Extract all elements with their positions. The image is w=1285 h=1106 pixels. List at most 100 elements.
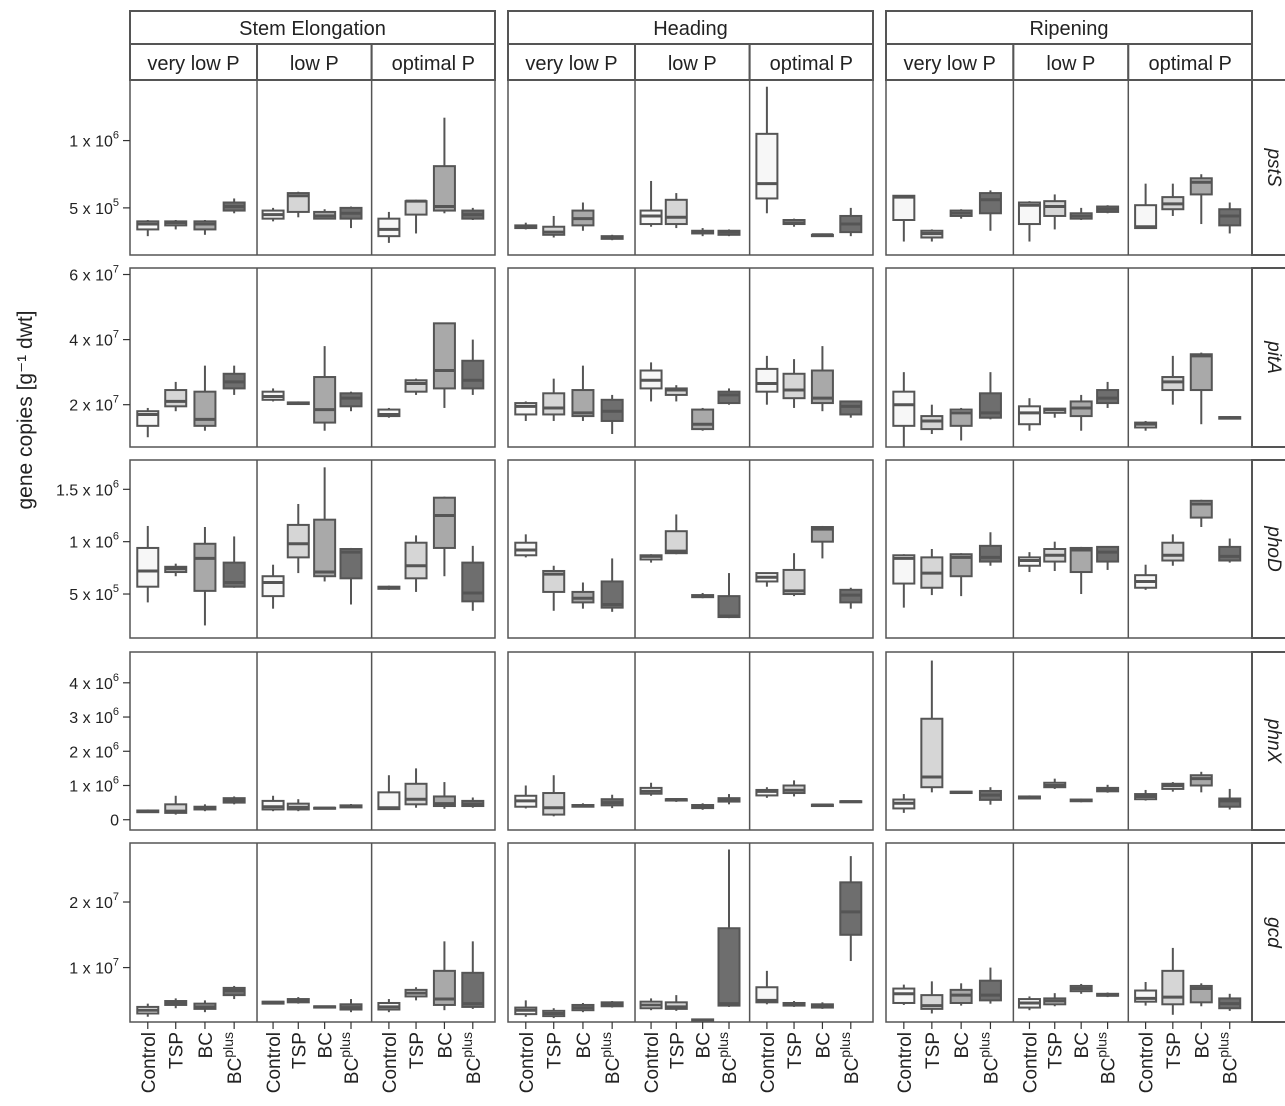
box-body bbox=[892, 554, 916, 585]
box-body bbox=[461, 561, 485, 603]
x-tick-label: Control bbox=[895, 1032, 916, 1093]
box-gcd-3 bbox=[978, 967, 1002, 1004]
box-pstS-3 bbox=[978, 190, 1002, 231]
box-body bbox=[717, 927, 741, 1007]
y-tick-label: 1.5 x 106 bbox=[56, 478, 119, 499]
x-tick-label: BC bbox=[1072, 1032, 1093, 1058]
box-phoD-3 bbox=[222, 536, 246, 588]
box-pstS-3 bbox=[1096, 205, 1120, 214]
box-pstS-1 bbox=[782, 218, 806, 227]
box-body bbox=[755, 132, 779, 200]
box-gcd-1 bbox=[1161, 947, 1185, 1015]
box-body bbox=[286, 523, 310, 559]
box-phoD-0 bbox=[755, 572, 779, 587]
box-body bbox=[164, 389, 188, 408]
stage-strip bbox=[129, 10, 496, 45]
box-phnX-0 bbox=[1134, 789, 1158, 801]
box-pstS-2 bbox=[810, 233, 834, 238]
box-gcd-1 bbox=[286, 997, 310, 1004]
x-tick-label: TSP bbox=[167, 1032, 188, 1069]
box-pitA-1 bbox=[1161, 355, 1185, 405]
box-phnX-3 bbox=[461, 797, 485, 808]
gene-label: phoD bbox=[1263, 525, 1284, 572]
box-body bbox=[339, 548, 363, 580]
box-body bbox=[432, 795, 456, 808]
box-pitA-0 bbox=[136, 407, 160, 438]
box-phnX-0 bbox=[261, 795, 285, 812]
box-phnX-2 bbox=[810, 803, 834, 808]
box-phoD-0 bbox=[514, 534, 538, 558]
box-phnX-1 bbox=[404, 768, 428, 808]
box-gcd-2 bbox=[691, 1018, 715, 1022]
panel-frame bbox=[885, 459, 1253, 639]
box-pitA-2 bbox=[949, 407, 973, 441]
box-phoD-3 bbox=[978, 532, 1002, 566]
gene-strip bbox=[1251, 459, 1285, 639]
box-body bbox=[664, 198, 688, 226]
box-pstS-2 bbox=[1069, 207, 1093, 220]
box-body bbox=[600, 580, 624, 609]
axes-layer: 5 x 105 1 x 106 2 x 107 4 x 107 6 x 107 5 x 1… bbox=[56, 130, 1242, 1094]
box-body bbox=[920, 717, 944, 789]
box-phnX-2 bbox=[193, 804, 217, 812]
p-level-label: low P bbox=[668, 53, 717, 75]
box-gcd-2 bbox=[810, 1002, 834, 1009]
box-body bbox=[1017, 405, 1041, 426]
box-pstS-1 bbox=[286, 191, 310, 218]
box-gcd-0 bbox=[755, 970, 779, 1005]
box-pitA-2 bbox=[571, 365, 595, 421]
box-pstS-2 bbox=[571, 202, 595, 231]
box-gcd-0 bbox=[1017, 996, 1041, 1011]
box-pitA-1 bbox=[920, 404, 944, 434]
box-pitA-3 bbox=[978, 372, 1002, 420]
box-phoD-0 bbox=[377, 585, 401, 590]
box-phnX-1 bbox=[164, 795, 188, 815]
x-tick-label: BC bbox=[574, 1032, 595, 1058]
box-pstS-2 bbox=[313, 209, 337, 220]
box-phoD-2 bbox=[571, 582, 595, 609]
box-gcd-0 bbox=[639, 998, 663, 1011]
box-body bbox=[892, 987, 916, 1004]
box-pitA-0 bbox=[514, 401, 538, 421]
box-body bbox=[1218, 797, 1242, 808]
box-phoD-2 bbox=[313, 467, 337, 582]
x-tick-label: BC bbox=[196, 1032, 217, 1058]
box-phnX-2 bbox=[1069, 798, 1093, 803]
box-body bbox=[839, 400, 863, 416]
box-gcd-1 bbox=[164, 998, 188, 1009]
box-phnX-3 bbox=[978, 787, 1002, 805]
box-gcd-1 bbox=[664, 995, 688, 1011]
box-body bbox=[1161, 541, 1185, 562]
box-phoD-0 bbox=[1017, 552, 1041, 573]
box-body bbox=[978, 979, 1002, 1002]
box-phnX-0 bbox=[514, 785, 538, 809]
box-pstS-2 bbox=[949, 209, 973, 219]
gene-label: gcd bbox=[1263, 917, 1284, 949]
box-gcd-2 bbox=[193, 1000, 217, 1013]
box-pstS-2 bbox=[1189, 174, 1213, 225]
y-tick-label: 5 x 105 bbox=[69, 583, 119, 604]
box-body bbox=[1189, 177, 1213, 196]
box-pstS-0 bbox=[136, 220, 160, 237]
box-pstS-0 bbox=[639, 180, 663, 227]
box-phnX-0 bbox=[1017, 795, 1041, 800]
x-tick-label: Control bbox=[139, 1032, 160, 1093]
box-body bbox=[949, 553, 973, 578]
box-body bbox=[461, 359, 485, 390]
box-pitA-0 bbox=[377, 407, 401, 418]
x-tick-label: BC bbox=[316, 1032, 337, 1058]
y-tick-label: 3 x 106 bbox=[69, 706, 119, 727]
box-pitA-2 bbox=[313, 346, 337, 431]
box-pitA-0 bbox=[755, 355, 779, 405]
box-phoD-1 bbox=[1043, 541, 1067, 571]
box-gcd-2 bbox=[432, 941, 456, 1011]
box-body bbox=[136, 546, 160, 588]
box-pstS-0 bbox=[514, 222, 538, 230]
panel-frame bbox=[507, 842, 874, 1023]
box-gcd-3 bbox=[461, 941, 485, 1009]
box-pitA-1 bbox=[286, 401, 310, 406]
panel-frame bbox=[507, 459, 874, 639]
box-pstS-1 bbox=[920, 229, 944, 242]
stage-label: Heading bbox=[653, 18, 728, 40]
